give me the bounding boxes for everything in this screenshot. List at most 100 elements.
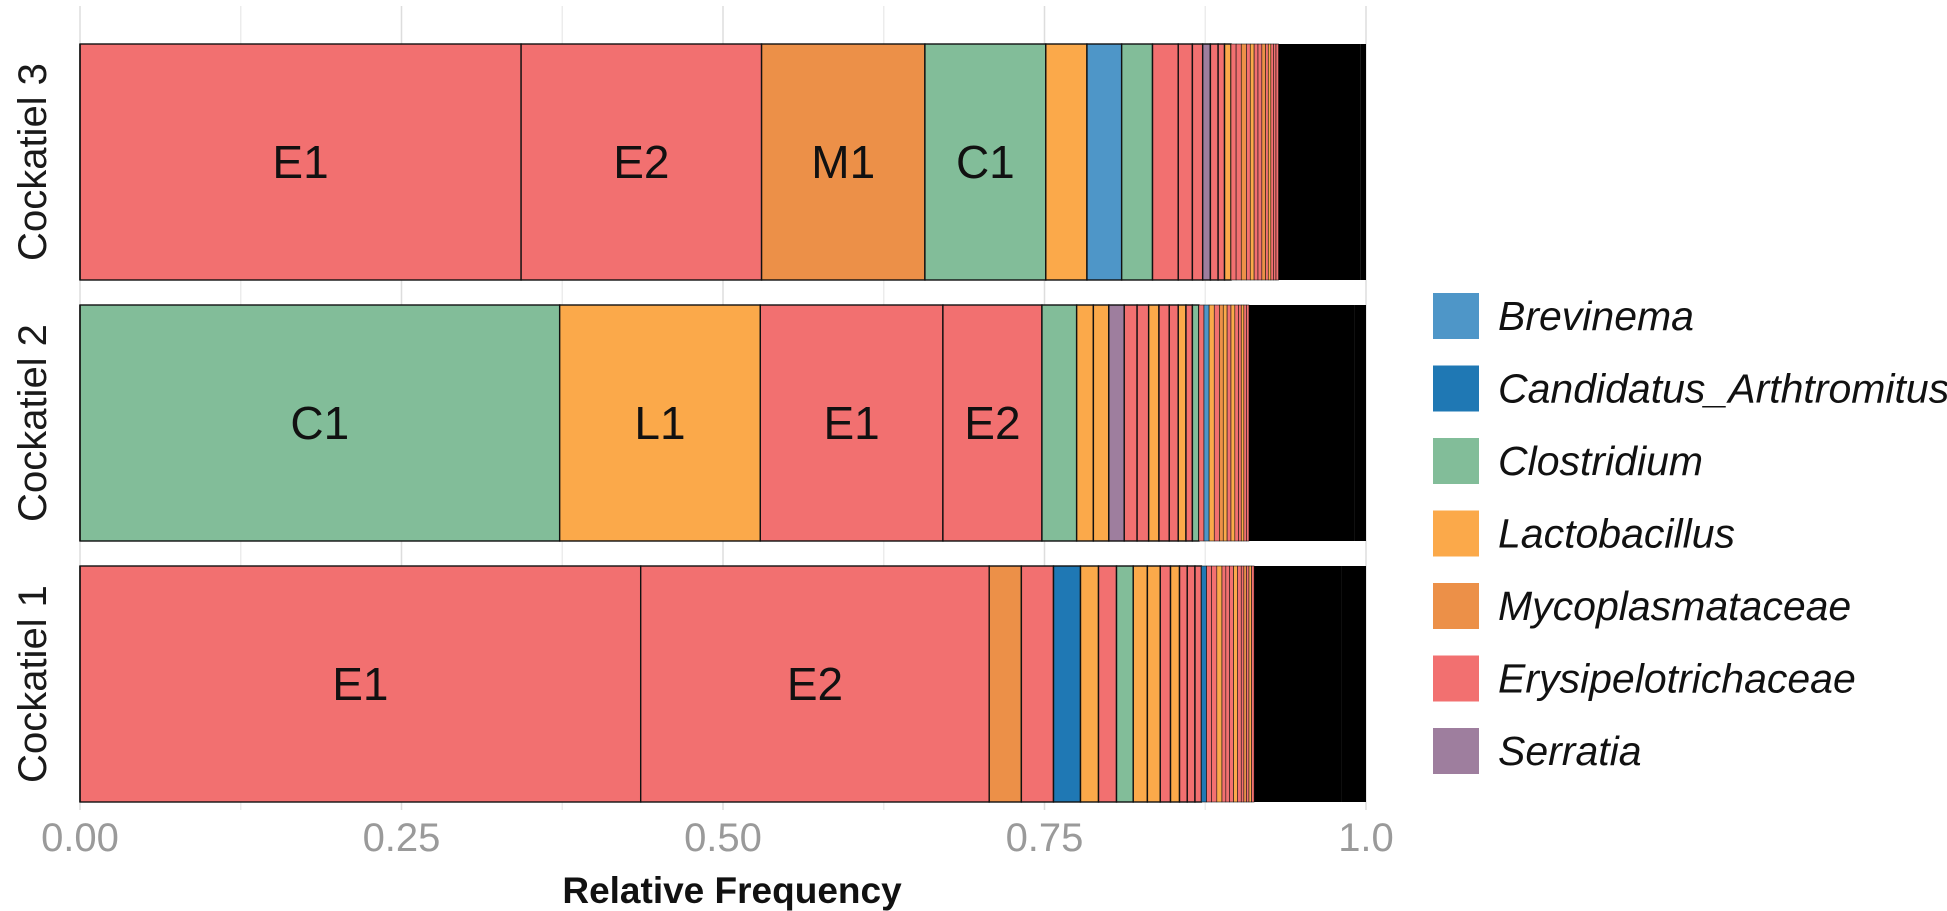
bar-row: C1 L1 E1 E2 xyxy=(79,304,1366,542)
bar-segment-erysipelotrichaceae xyxy=(1230,43,1237,281)
bar-segment-mycoplasmataceae xyxy=(1219,304,1224,542)
x-tick-label: 0.50 xyxy=(684,816,762,860)
bar-segment-erysipelotrichaceae xyxy=(1229,565,1234,803)
bar-segment-erysipelotrichaceae xyxy=(1186,565,1196,803)
bar-segment-clostridium xyxy=(1191,304,1200,542)
bar-segment-erysipelotrichaceae xyxy=(1209,43,1219,281)
legend-swatch xyxy=(1433,438,1479,484)
bar-segment-erysipelotrichaceae xyxy=(1238,304,1242,542)
bar-segment-erysipelotrichaceae xyxy=(1251,565,1255,803)
bar-row: E1 E2 M1 C1 xyxy=(79,43,1366,281)
bar-segment-erysipelotrichaceae xyxy=(1206,565,1212,803)
bar-segment-erysipelotrichaceae xyxy=(1226,304,1232,542)
legend-label: Brevinema xyxy=(1498,293,1694,339)
bar-segment-erysipelotrichaceae xyxy=(639,565,990,803)
bar-segment-serratia xyxy=(1108,304,1125,542)
bar-segment-clostridium xyxy=(79,304,561,542)
bar-segment-erysipelotrichaceae xyxy=(1217,43,1226,281)
sample-label: Cockatiel 1 xyxy=(11,585,55,783)
sample-labels: Cockatiel 3 Cockatiel 2 Cockatiel 1 xyxy=(11,63,55,783)
bar-segment-erysipelotrichaceae xyxy=(1243,304,1247,542)
bar-segment-other xyxy=(1254,566,1342,802)
bar-segment-erysipelotrichaceae xyxy=(1265,43,1269,281)
bar-segment-lactobacillus xyxy=(1075,304,1095,542)
bar-segment-serratia xyxy=(1201,43,1212,281)
bar-segment-lactobacillus xyxy=(1146,565,1161,803)
bar-segment-candidatus_arthtromitus xyxy=(1052,565,1082,803)
bar-segment-mycoplasmataceae xyxy=(760,43,926,281)
segment-label: E1 xyxy=(272,136,328,188)
legend-item: Brevinema xyxy=(1433,293,1694,339)
x-tick-label: 0.00 xyxy=(41,816,119,860)
bar-segment-lactobacillus xyxy=(1230,304,1236,542)
bar-segment-erysipelotrichaceae xyxy=(1213,304,1220,542)
bar-segment-erysipelotrichaceae xyxy=(1158,304,1170,542)
legend-item: Candidatus_Arthtromitus xyxy=(1433,365,1947,412)
bar-segment-candidatus_arthtromitus xyxy=(1201,565,1207,803)
bar-segment-erysipelotrichaceae xyxy=(1185,304,1194,542)
x-tick-label: 1.0 xyxy=(1338,816,1394,860)
bar-segment-lactobacillus xyxy=(1208,304,1215,542)
legend-item: Mycoplasmataceae xyxy=(1433,583,1851,629)
bar-segment-mycoplasmataceae xyxy=(988,565,1023,803)
legend-swatch xyxy=(1433,728,1479,774)
bar-segment-lactobacillus xyxy=(1216,565,1223,803)
bar-segment-erysipelotrichaceae xyxy=(759,304,944,542)
bar-segment-clostridium xyxy=(924,43,1047,281)
bar-segment-other xyxy=(1354,305,1366,541)
legend-label: Candidatus_Arthtromitus xyxy=(1498,366,1947,412)
bar-segment-erysipelotrichaceae xyxy=(1198,304,1205,542)
segment-label: E1 xyxy=(823,397,879,449)
x-axis-title: Relative Frequency xyxy=(562,870,902,911)
bar-segment-erysipelotrichaceae xyxy=(1273,43,1277,281)
bar-segment-erysipelotrichaceae xyxy=(1257,43,1263,281)
bar-segment-erysipelotrichaceae xyxy=(1020,565,1055,803)
bar-segment-erysipelotrichaceae xyxy=(1194,565,1203,803)
bar-segment-lactobacillus xyxy=(1249,43,1255,281)
bar-segment-erysipelotrichaceae xyxy=(520,43,763,281)
bar-segment-erysipelotrichaceae xyxy=(942,304,1043,542)
bar-segment-mycoplasmataceae xyxy=(1240,43,1247,281)
bar-segment-mycoplasmataceae xyxy=(1261,43,1266,281)
legend-label: Erysipelotrichaceae xyxy=(1498,656,1856,702)
segment-label: M1 xyxy=(811,136,875,188)
bar-segment-erysipelotrichaceae xyxy=(1225,565,1230,803)
bars: E1 E2 M1 C1 C1 L1 E1 E2 E1 E2 xyxy=(79,43,1366,803)
bar-segment-lactobacillus xyxy=(1132,565,1149,803)
legend-label: Clostridium xyxy=(1498,438,1703,484)
bar-segment-erysipelotrichaceae xyxy=(1253,43,1259,281)
bar-segment-lactobacillus xyxy=(1222,304,1228,542)
legend-label: Lactobacillus xyxy=(1498,511,1735,557)
legend-label: Mycoplasmataceae xyxy=(1498,583,1851,629)
bar-segment-lactobacillus xyxy=(1240,304,1245,542)
x-tick-label: 0.25 xyxy=(363,816,441,860)
bar-segment-erysipelotrichaceae xyxy=(1178,565,1188,803)
bar-segment-other xyxy=(1248,305,1355,541)
x-axis-ticks: 0.00 0.25 0.50 0.75 1.0 xyxy=(41,816,1394,860)
bar-segment-erysipelotrichaceae xyxy=(1237,565,1242,803)
bar-segment-erysipelotrichaceae xyxy=(1151,43,1179,281)
legend-swatch xyxy=(1433,510,1479,557)
legend-item: Serratia xyxy=(1433,728,1642,774)
bar-segment-lactobacillus xyxy=(1177,304,1187,542)
legend-item: Lactobacillus xyxy=(1433,510,1735,557)
bar-segment-lactobacillus xyxy=(1045,43,1088,281)
bar-segment-lactobacillus xyxy=(1092,304,1110,542)
segment-label: E1 xyxy=(332,658,388,710)
legend-swatch xyxy=(1433,293,1479,339)
bar-segment-brevinema xyxy=(1086,43,1123,281)
segment-label: L1 xyxy=(634,397,685,449)
legend-swatch xyxy=(1433,655,1479,702)
bar-segment-erysipelotrichaceae xyxy=(1240,565,1245,803)
segment-label: C1 xyxy=(290,397,349,449)
bar-segment-erysipelotrichaceae xyxy=(1221,565,1227,803)
bar-segment-clostridium xyxy=(1041,304,1078,542)
bar-segment-other xyxy=(1278,44,1361,280)
bar-segment-lactobacillus xyxy=(558,304,761,542)
legend-swatch xyxy=(1433,365,1479,412)
bar-segment-erysipelotrichaceae xyxy=(1270,43,1274,281)
bar-segment-erysipelotrichaceae xyxy=(1211,565,1218,803)
bar-segment-lactobacillus xyxy=(1079,565,1100,803)
bar-segment-lactobacillus xyxy=(1147,304,1160,542)
